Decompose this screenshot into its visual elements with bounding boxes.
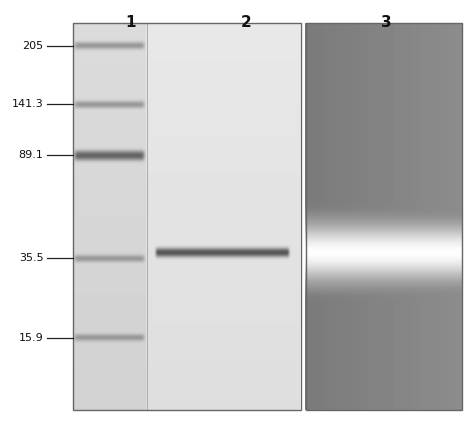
Text: 1: 1 [125,15,136,30]
Text: 15.9: 15.9 [19,333,44,343]
Bar [306,23,462,410]
Text: 35.5: 35.5 [19,253,44,264]
Text: 2: 2 [241,15,252,30]
Text: 3: 3 [381,15,392,30]
Bar [73,23,301,410]
Text: 89.1: 89.1 [19,150,44,160]
Text: 141.3: 141.3 [12,99,44,109]
Text: 205: 205 [22,41,44,51]
